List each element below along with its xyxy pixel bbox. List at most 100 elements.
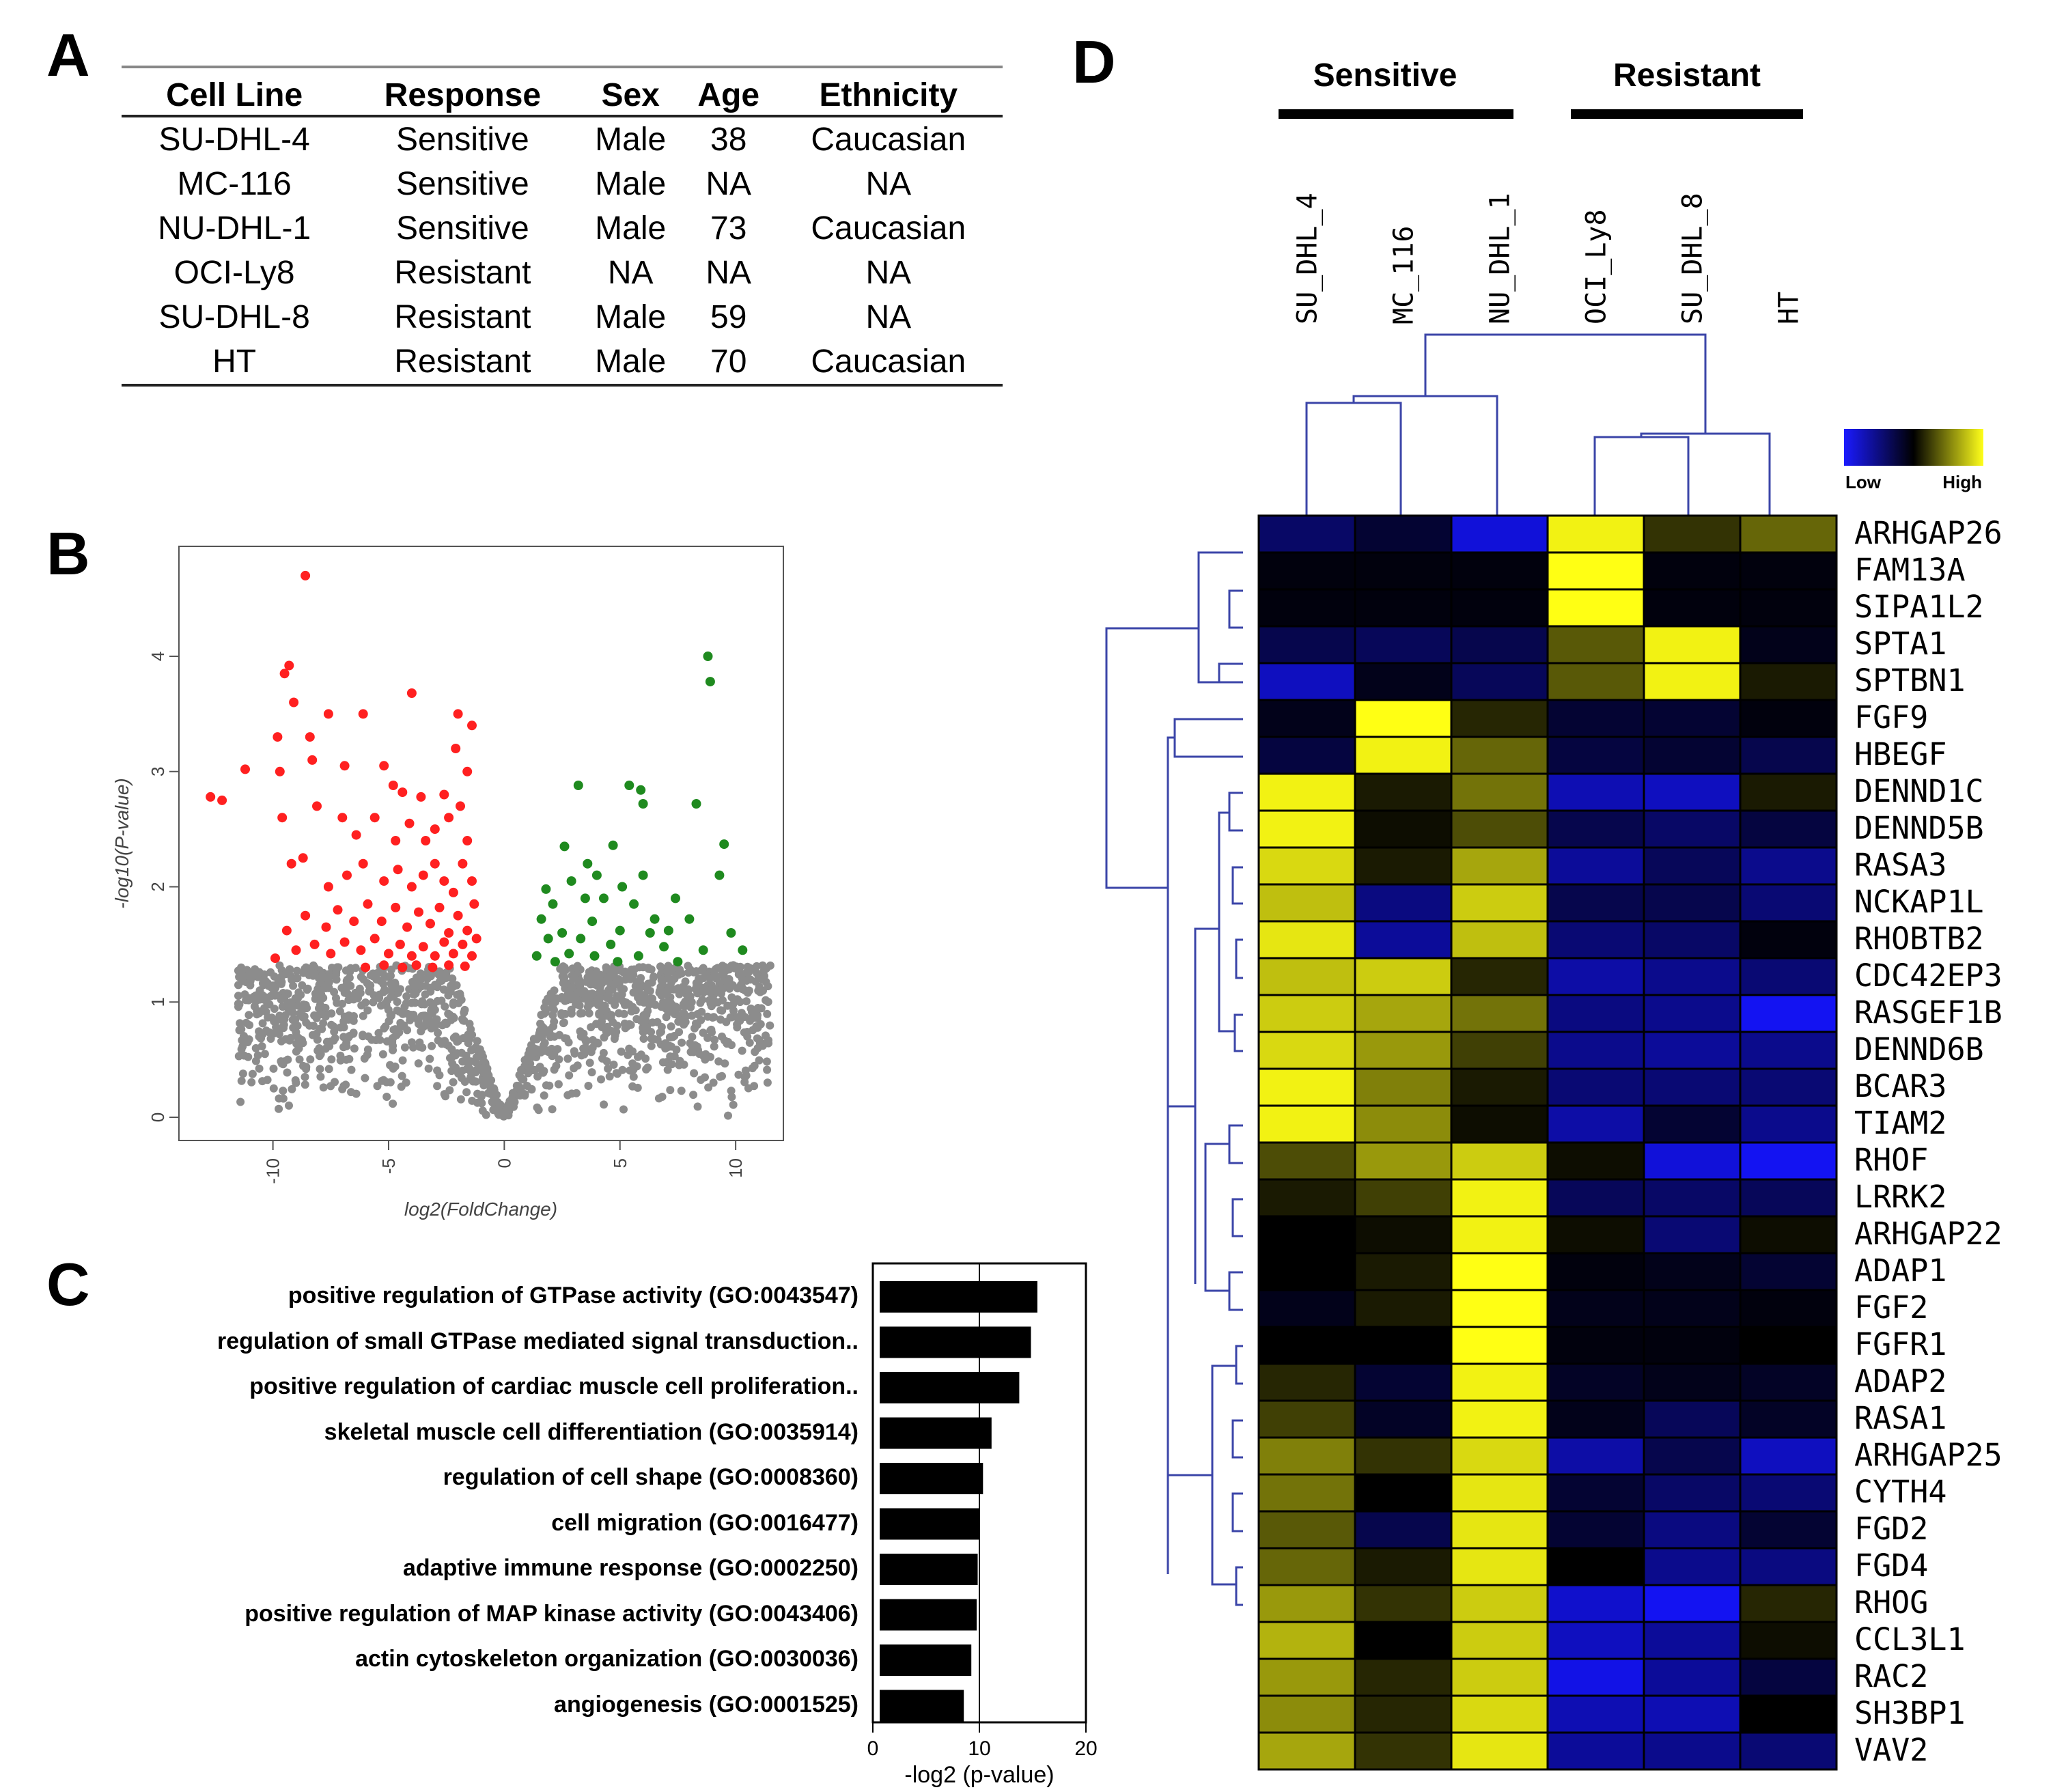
table-cell: NA <box>706 166 752 202</box>
ns-point <box>269 1084 278 1093</box>
ns-point <box>435 977 444 986</box>
ns-point <box>389 1025 398 1034</box>
ns-point <box>695 1050 703 1059</box>
down-point <box>453 709 463 719</box>
heatmap-cell <box>1643 1657 1742 1697</box>
ns-point <box>586 980 595 989</box>
ns-point <box>648 1018 657 1027</box>
ns-point <box>624 968 632 977</box>
heatmap-cell <box>1450 1399 1549 1439</box>
up-point <box>719 839 729 850</box>
ns-point <box>540 1091 548 1100</box>
ns-point <box>629 1072 638 1081</box>
legend-low-label: Low <box>1845 472 1882 492</box>
ns-point <box>296 990 305 999</box>
row-label: SPTBN1 <box>1854 662 1966 699</box>
ns-point <box>472 1066 481 1074</box>
x-tick-label: 10 <box>968 1737 990 1760</box>
down-point <box>391 836 401 845</box>
down-point <box>376 916 387 927</box>
ns-point <box>602 1057 611 1066</box>
heatmap-cell <box>1450 588 1549 628</box>
heatmap-cell <box>1450 1326 1549 1365</box>
down-point <box>444 928 454 938</box>
row-label: HBEGF <box>1854 736 1946 772</box>
ns-point <box>585 968 594 977</box>
ns-point <box>397 1072 406 1080</box>
x-axis: 0 10 20 <box>867 1722 1098 1760</box>
heatmap-cell <box>1354 957 1453 996</box>
up-point <box>617 882 628 892</box>
ns-point <box>563 1091 572 1100</box>
ns-point <box>345 1032 354 1040</box>
down-point <box>467 951 477 961</box>
down-point <box>388 781 398 790</box>
up-point <box>531 951 542 961</box>
down-point <box>307 755 318 765</box>
down-point <box>453 910 463 921</box>
ns-point <box>632 1015 641 1024</box>
ns-point <box>736 998 744 1007</box>
ns-point <box>473 1037 481 1046</box>
ns-point <box>572 964 581 972</box>
ns-point <box>414 1059 423 1068</box>
heatmap-cell <box>1257 920 1356 960</box>
ns-point <box>398 1056 407 1065</box>
ns-point <box>724 1111 732 1120</box>
up-point <box>599 893 609 904</box>
heatmap-cell <box>1450 1584 1549 1623</box>
y-tick-label: 3 <box>148 767 168 776</box>
heatmap-cell <box>1354 1289 1453 1328</box>
ns-point <box>457 1074 466 1082</box>
ns-point <box>351 988 360 997</box>
ns-point <box>625 1044 634 1053</box>
go-term-label: regulation of cell shape (GO:0008360) <box>443 1464 858 1490</box>
heatmap-cell <box>1257 994 1356 1033</box>
x-tick-label: 0 <box>867 1737 878 1760</box>
table-cell: NU-DHL-1 <box>158 210 311 247</box>
ns-point <box>585 1009 594 1018</box>
heatmap-cell <box>1739 1473 1838 1513</box>
ns-point <box>595 988 604 997</box>
ns-point <box>277 979 285 988</box>
table-row: HT Resistant Male 70 Caucasian <box>122 339 1003 385</box>
ns-point <box>341 1080 350 1089</box>
plot-frame <box>178 546 784 1141</box>
ns-point <box>397 1009 406 1018</box>
heatmap-cell <box>1739 1362 1838 1402</box>
row-label: RHOBTB2 <box>1854 921 1984 957</box>
ns-point <box>262 998 271 1007</box>
ns-point <box>382 1078 391 1087</box>
heatmap-cell <box>1739 1436 1838 1476</box>
ns-point <box>746 964 755 973</box>
ns-point <box>734 1070 743 1079</box>
ns-point <box>563 1054 572 1063</box>
table-cell: MC-116 <box>177 166 292 202</box>
significant-points <box>206 570 748 972</box>
ns-point <box>647 1034 656 1043</box>
ns-point <box>421 1011 430 1020</box>
down-point <box>428 962 438 972</box>
ns-point <box>294 1039 303 1048</box>
go-term-label: positive regulation of cardiac muscle ce… <box>249 1373 858 1399</box>
go-bar <box>880 1508 979 1540</box>
up-point <box>557 928 568 938</box>
heatmap-cell <box>1739 514 1838 554</box>
heatmap-figure: Sensitive Resistant SU_DHL_4 MC_116 NU_DHL… <box>1105 57 2002 1771</box>
ns-point <box>319 994 328 1003</box>
heatmap-cell <box>1450 1731 1549 1771</box>
column-label: OCI_Ly8 <box>1581 209 1613 324</box>
heatmap-cell <box>1450 957 1549 996</box>
down-point <box>323 882 333 892</box>
ns-point <box>459 1034 468 1043</box>
y-tick-label: 2 <box>148 882 168 891</box>
ns-point <box>626 975 635 983</box>
down-point <box>309 939 320 949</box>
ns-point <box>315 1004 323 1013</box>
ns-point <box>255 1064 264 1073</box>
ns-point <box>300 1004 309 1013</box>
ns-point <box>295 1055 304 1064</box>
go-term-label: skeletal muscle cell differentiation (GO… <box>324 1418 858 1445</box>
down-point <box>339 937 350 947</box>
heatmap-cell <box>1739 1141 1838 1181</box>
